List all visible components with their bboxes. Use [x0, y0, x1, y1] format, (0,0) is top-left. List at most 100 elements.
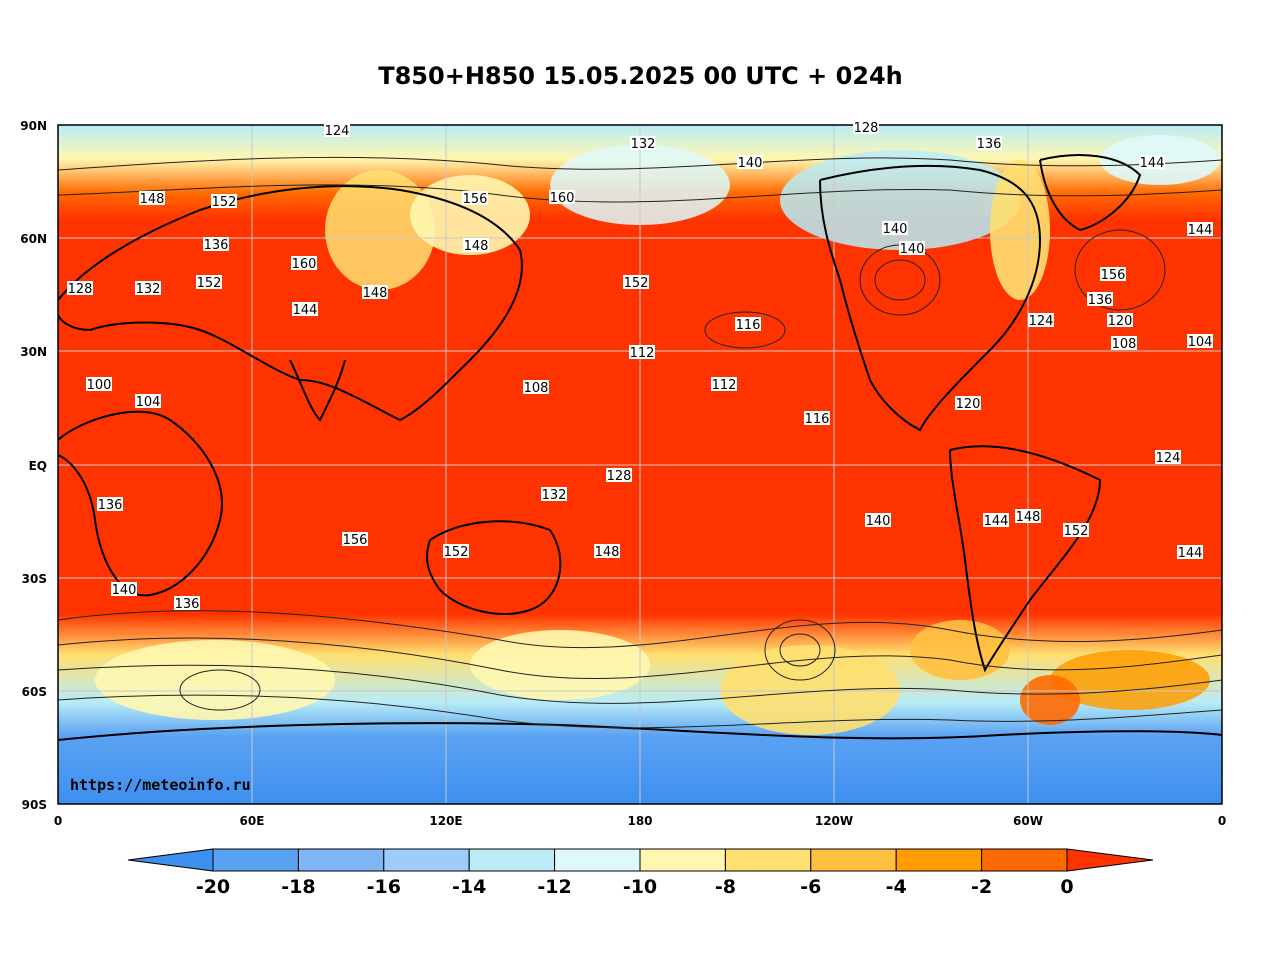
contour-label: 152 [1064, 524, 1089, 539]
latitude-labels: 90N 60N 30N EQ 30S 60S 90S [20, 119, 47, 812]
contour-label-bg [899, 241, 925, 255]
colorbar: -20 -18 -16 -14 -12 -10 -8 -6 -4 -2 0 [127, 848, 1154, 898]
contour-label: 108 [524, 381, 549, 396]
contour-label: 140 [112, 583, 137, 598]
contour-label: 136 [1088, 293, 1113, 308]
contour-label-bg [1187, 334, 1213, 348]
contour-label-bg [362, 285, 388, 299]
colorbar-tick-label: -16 [367, 876, 401, 898]
contour-label-bg [1087, 292, 1113, 306]
contour-label: 156 [1101, 268, 1126, 283]
contour-label: 132 [631, 137, 656, 152]
colorbar-segment [981, 848, 1068, 872]
colorbar-segment [895, 848, 983, 872]
contour-label: 148 [1016, 510, 1041, 525]
contour-label: 116 [805, 412, 830, 427]
lon-label: 180 [627, 814, 652, 828]
contour-label: 116 [736, 318, 761, 333]
colorbar-extend-low [127, 848, 214, 872]
colorbar-tick-label: -14 [452, 876, 486, 898]
contour-label-bg [955, 396, 981, 410]
contour-label: 140 [866, 514, 891, 529]
colorbar-tick-label: 0 [1060, 876, 1073, 898]
contour-label: 152 [444, 545, 469, 560]
contour-label: 148 [140, 192, 165, 207]
contour-label-bg [1111, 336, 1137, 350]
colorbar-segment [639, 848, 726, 872]
contour-label: 144 [1178, 546, 1203, 561]
contour-label: 140 [900, 242, 925, 257]
contour-label-bg [1015, 509, 1041, 523]
contour-label-bg [804, 411, 830, 425]
contour-label: 148 [595, 545, 620, 560]
contour-label: 144 [293, 303, 318, 318]
contour-label-bg [1177, 545, 1203, 559]
contour-label-bg [541, 487, 567, 501]
contour-label: 136 [977, 137, 1002, 152]
contour-label-bg [1107, 313, 1133, 327]
contour-label: 156 [343, 533, 368, 548]
lon-label: 60E [240, 814, 265, 828]
contour-label: 144 [984, 514, 1009, 529]
contour-label-bg [211, 194, 237, 208]
contour-label-bg [865, 513, 891, 527]
contour-label-bg [853, 120, 879, 134]
contour-label-bg [196, 275, 222, 289]
map-title: T850+H850 15.05.2025 00 UTC + 024h [378, 62, 903, 90]
lat-label: 60S [22, 685, 47, 699]
colorbar-extend-high [1066, 848, 1154, 872]
contour-label: 124 [325, 124, 350, 139]
contour-label-bg [462, 191, 488, 205]
colorbar-tick-label: -10 [623, 876, 657, 898]
contour-label: 132 [542, 488, 567, 503]
contour-label-bg [1155, 450, 1181, 464]
lon-label: 120W [815, 814, 853, 828]
contour-label: 140 [883, 222, 908, 237]
contour-label-bg [463, 238, 489, 252]
longitude-labels: 0 60E 120E 180 120W 60W 0 [54, 814, 1226, 828]
colorbar-segment [297, 848, 385, 872]
colorbar-tick-label: -6 [800, 876, 821, 898]
contour-label-bg [174, 596, 200, 610]
contour-label-bg [135, 394, 161, 408]
contour-label: 152 [624, 276, 649, 291]
contour-label-bg [203, 237, 229, 251]
contour-label-bg [1028, 313, 1054, 327]
lat-label: 30S [22, 572, 47, 586]
contour-label-bg [711, 377, 737, 391]
contour-label: 120 [1108, 314, 1133, 329]
colorbar-tick-label: -2 [971, 876, 992, 898]
contour-label: 112 [630, 346, 655, 361]
contour-label-bg [324, 123, 350, 137]
contour-label-bg [594, 544, 620, 558]
contour-label: 128 [607, 469, 632, 484]
contour-label-bg [623, 275, 649, 289]
contour-label-bg [1063, 523, 1089, 537]
contour-label-bg [976, 136, 1002, 150]
lon-label: 120E [429, 814, 462, 828]
contour-label-bg [630, 136, 656, 150]
contour-label: 148 [363, 286, 388, 301]
contour-label: 144 [1140, 156, 1165, 171]
contour-label: 104 [1188, 335, 1213, 350]
contour-label-bg [342, 532, 368, 546]
contour-label: 136 [204, 238, 229, 253]
contour-label-bg [443, 544, 469, 558]
colorbar-tick-label: -20 [196, 876, 230, 898]
contour-label-bg [523, 380, 549, 394]
lat-label: 90S [22, 798, 47, 812]
contour-label: 100 [87, 378, 112, 393]
map-frame [57, 124, 1223, 805]
contour-label-bg [111, 582, 137, 596]
colorbar-tick-label: -12 [537, 876, 571, 898]
contour-label-bg [606, 468, 632, 482]
lon-label: 0 [54, 814, 62, 828]
contour-label-bg [139, 191, 165, 205]
contour-label-bg [291, 256, 317, 270]
contour-label-bg [735, 317, 761, 331]
contour-label: 112 [712, 378, 737, 393]
lat-label: 30N [20, 345, 47, 359]
contour-label: 152 [197, 276, 222, 291]
contour-label: 136 [98, 498, 123, 513]
lat-label: 60N [20, 232, 47, 246]
